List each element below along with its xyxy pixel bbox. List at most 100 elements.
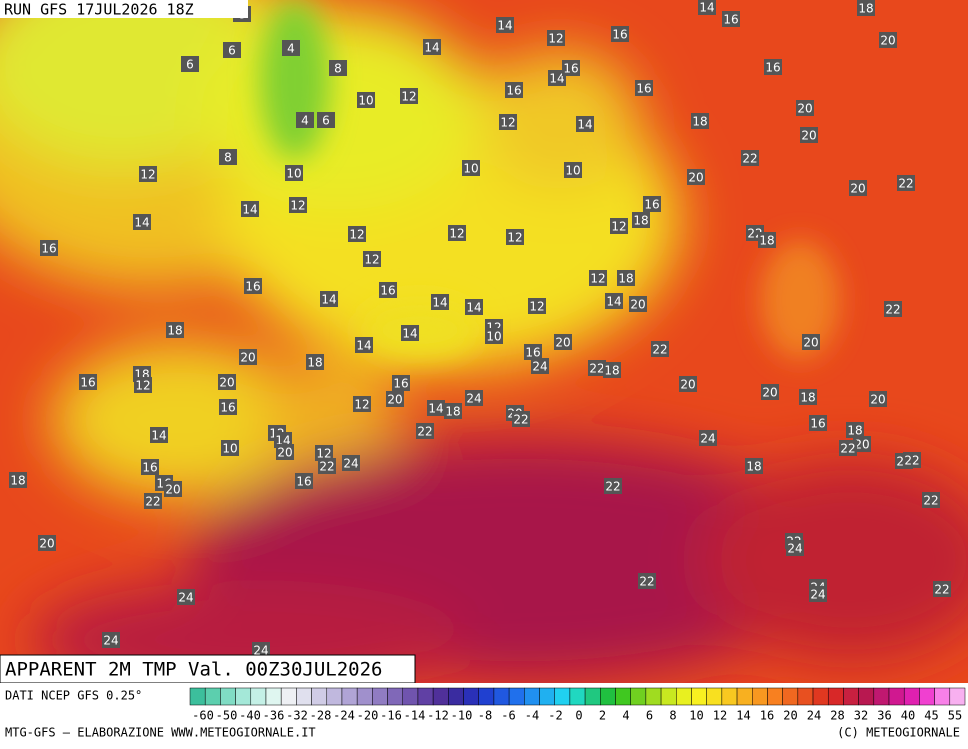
value-label-box [603, 362, 621, 378]
value-label-box [611, 26, 629, 42]
legend-label: -40 [239, 709, 261, 723]
value-label-text: 16 [245, 280, 260, 294]
value-label: 16 [524, 344, 542, 360]
color-swatch [645, 687, 662, 706]
value-label: 16 [79, 374, 97, 390]
value-label: 20 [687, 169, 705, 185]
value-label: 22 [604, 478, 622, 494]
value-label: 20 [802, 334, 820, 350]
value-label-box [531, 358, 549, 374]
value-label-text: 14 [549, 72, 564, 86]
value-label-box [379, 282, 397, 298]
value-label: 16 [643, 196, 661, 212]
legend-label: 6 [646, 709, 653, 723]
value-label-text: 10 [358, 94, 373, 108]
value-label: 24 [786, 540, 804, 556]
value-label-text: 16 [220, 401, 235, 415]
value-label-box [764, 59, 782, 75]
value-label-box [884, 301, 902, 317]
value-label: 20 [796, 100, 814, 116]
value-label-text: 18 [618, 272, 633, 286]
value-label-text: 16 [765, 61, 780, 75]
value-label: 6 [181, 56, 199, 72]
value-label: 12 [353, 396, 371, 412]
value-label-text: 10 [486, 330, 501, 344]
copyright-text: (C) METEOGIORNALE [837, 726, 960, 740]
value-label-text: 20 [165, 483, 180, 497]
value-label-box [722, 11, 740, 27]
value-label-box [164, 481, 182, 497]
value-label-box [241, 201, 259, 217]
value-label-box [150, 427, 168, 443]
legend-label: -32 [286, 709, 308, 723]
color-swatch [280, 687, 297, 706]
value-label: 16 [379, 282, 397, 298]
legend-label: 55 [948, 709, 962, 723]
color-swatch [341, 687, 358, 706]
value-label-box [505, 82, 523, 98]
value-label-box [177, 589, 195, 605]
value-label-text: 20 [870, 393, 885, 407]
value-label: 12 [348, 226, 366, 242]
legend-label: 2 [599, 709, 606, 723]
value-label-box [632, 212, 650, 228]
value-label: 22 [416, 423, 434, 439]
value-label: 14 [427, 400, 445, 416]
value-label-box [796, 100, 814, 116]
value-label-text: 18 [445, 405, 460, 419]
value-label-text: 12 [364, 253, 379, 267]
credit-text: MTG-GFS — ELABORAZIONE WWW.METEOGIORNALE… [5, 726, 316, 740]
value-label: 16 [562, 60, 580, 76]
value-label-box [223, 42, 241, 58]
legend-label: -12 [427, 709, 449, 723]
value-label-box [499, 114, 517, 130]
value-label-box [386, 391, 404, 407]
color-swatch [736, 687, 753, 706]
color-swatch [888, 687, 905, 706]
legend-label: 8 [669, 709, 676, 723]
color-swatch [721, 687, 738, 706]
value-label-box [444, 403, 462, 419]
value-label-box [416, 423, 434, 439]
color-swatch [402, 687, 419, 706]
value-label-box [219, 399, 237, 415]
value-label-text: 22 [319, 460, 334, 474]
value-label-text: 14 [577, 118, 592, 132]
value-label: 14 [320, 291, 338, 307]
value-label-text: 18 [604, 364, 619, 378]
value-label-text: 14 [321, 293, 336, 307]
legend-label: -6 [501, 709, 515, 723]
value-label-text: 20 [880, 34, 895, 48]
value-label: 14 [431, 294, 449, 310]
legend-label: -8 [478, 709, 492, 723]
value-label: 18 [758, 232, 776, 248]
value-label: 10 [285, 165, 303, 181]
value-label-box [496, 17, 514, 33]
value-label-box [355, 337, 373, 353]
value-label-text: 16 [296, 475, 311, 489]
value-label-text: 16 [80, 376, 95, 390]
value-label-box [276, 444, 294, 460]
value-label: 22 [903, 452, 921, 468]
value-label-text: 6 [186, 58, 194, 72]
value-label-text: 18 [746, 460, 761, 474]
value-label-text: 16 [142, 461, 157, 475]
value-label: 20 [554, 334, 572, 350]
value-label-box [320, 291, 338, 307]
legend-label: 4 [622, 709, 629, 723]
value-label-text: 22 [904, 454, 919, 468]
value-label-text: 12 [529, 300, 544, 314]
value-label-box [635, 80, 653, 96]
value-label-box [392, 375, 410, 391]
value-label-text: 18 [759, 234, 774, 248]
value-label: 14 [401, 325, 419, 341]
value-label-text: 10 [463, 162, 478, 176]
value-label: 10 [485, 328, 503, 344]
value-label: 16 [219, 399, 237, 415]
value-label-text: 24 [532, 360, 547, 374]
value-label: 16 [611, 26, 629, 42]
value-label-box [252, 642, 270, 658]
value-label-box [285, 165, 303, 181]
value-label-box [741, 150, 759, 166]
value-label-text: 6 [322, 114, 330, 128]
